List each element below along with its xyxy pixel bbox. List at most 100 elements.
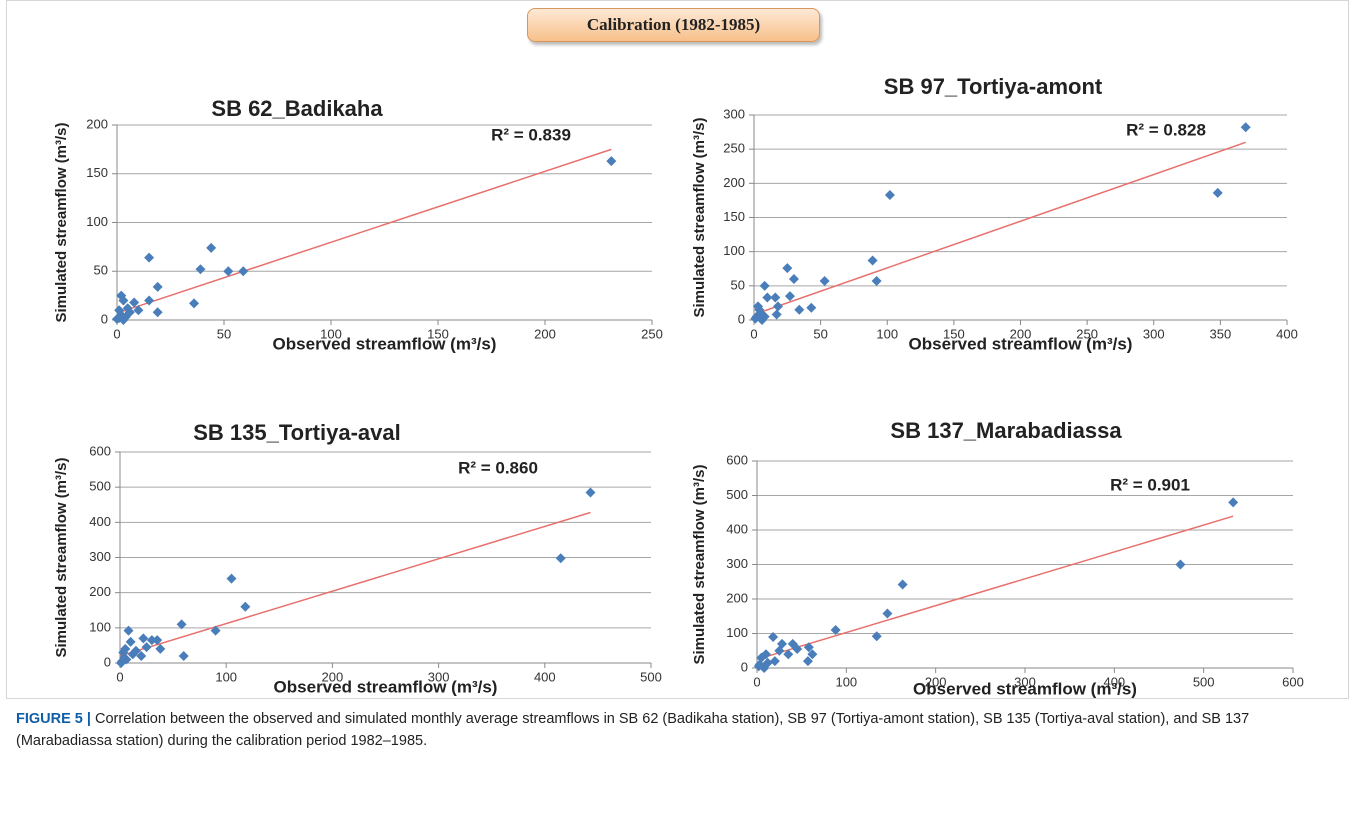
- x-tick-label: 50: [813, 326, 827, 341]
- data-point: [897, 579, 908, 590]
- y-tick-label: 300: [726, 556, 748, 571]
- y-tick-label: 200: [726, 590, 748, 605]
- data-point: [770, 292, 781, 303]
- chart-title: SB 135_Tortiya-aval: [193, 420, 400, 445]
- y-tick-label: 100: [723, 243, 745, 258]
- data-point: [152, 281, 163, 292]
- x-tick-label: 100: [876, 326, 898, 341]
- data-point: [195, 264, 206, 275]
- y-tick-label: 150: [723, 209, 745, 224]
- trend-line: [756, 515, 1234, 661]
- x-tick-label: 300: [1143, 326, 1165, 341]
- data-point: [240, 601, 251, 612]
- data-point: [123, 625, 134, 636]
- figure-frame: [6, 0, 1349, 699]
- x-tick-label: 400: [1103, 674, 1125, 689]
- data-point: [759, 280, 770, 291]
- x-tick-label: 200: [534, 326, 556, 341]
- data-point: [136, 650, 147, 661]
- x-tick-label: 400: [1276, 326, 1298, 341]
- data-point: [802, 656, 813, 667]
- data-point: [771, 309, 782, 320]
- data-point: [1212, 187, 1223, 198]
- data-point: [130, 645, 141, 656]
- x-tick-label: 400: [534, 669, 556, 684]
- data-point: [783, 649, 794, 660]
- data-point: [125, 636, 136, 647]
- data-point: [754, 304, 765, 315]
- x-tick-label: 600: [1282, 674, 1304, 689]
- trend-line: [753, 141, 1246, 316]
- x-tick-label: 100: [320, 326, 342, 341]
- x-tick-label: 200: [322, 669, 344, 684]
- chart-title: SB 62_Badikaha: [211, 96, 383, 121]
- y-tick-label: 200: [723, 175, 745, 190]
- x-tick-label: 200: [1010, 326, 1032, 341]
- data-point: [759, 663, 770, 673]
- data-point: [118, 647, 129, 658]
- y-tick-label: 600: [89, 443, 111, 458]
- data-point: [112, 314, 122, 325]
- x-tick-label: 200: [925, 674, 947, 689]
- data-point: [1175, 559, 1186, 570]
- trend-line: [116, 148, 612, 314]
- data-point: [882, 608, 893, 619]
- data-point: [189, 298, 200, 309]
- data-point: [806, 302, 817, 313]
- data-point: [871, 631, 882, 642]
- data-point: [206, 242, 217, 253]
- r2-annotation: R² = 0.860: [458, 458, 538, 477]
- data-point: [133, 305, 144, 316]
- x-tick-label: 0: [113, 326, 120, 341]
- caption-label: FIGURE 5 |: [16, 711, 91, 727]
- data-point: [118, 315, 129, 325]
- x-axis-label: Observed streamflow (m³/s): [273, 334, 497, 353]
- data-point: [884, 189, 895, 200]
- figure: SB 62_Badikaha 0 50 100 150 200 0 50 100 150 200 25…: [53, 74, 1304, 699]
- x-tick-label: 150: [427, 326, 449, 341]
- data-point: [782, 263, 793, 274]
- data-point: [152, 307, 163, 318]
- y-tick-label: 0: [104, 654, 111, 669]
- x-tick-label: 300: [428, 669, 450, 684]
- y-tick-label: 0: [738, 311, 745, 326]
- data-point: [238, 266, 249, 277]
- data-point: [155, 643, 166, 654]
- data-point: [606, 156, 617, 167]
- y-tick-label: 300: [89, 549, 111, 564]
- data-point: [144, 252, 155, 263]
- x-tick-label: 250: [1076, 326, 1098, 341]
- y-axis-label: Simulated streamflow (m³/s): [691, 464, 708, 664]
- data-point: [867, 255, 878, 266]
- data-point: [122, 303, 133, 314]
- y-tick-label: 100: [86, 214, 108, 229]
- y-tick-label: 250: [723, 141, 745, 156]
- data-point: [807, 649, 818, 660]
- data-point: [750, 313, 761, 324]
- caption: FIGURE 5 | Correlation between the obser…: [16, 708, 1326, 752]
- data-point: [129, 297, 140, 308]
- y-tick-label: 50: [731, 277, 745, 292]
- y-tick-label: 500: [726, 487, 748, 502]
- data-point: [223, 266, 234, 277]
- data-point: [138, 633, 149, 644]
- x-tick-label: 0: [116, 669, 123, 684]
- data-point: [178, 650, 189, 661]
- data-point: [819, 276, 830, 287]
- x-tick-label: 100: [215, 669, 237, 684]
- data-point: [555, 553, 566, 564]
- y-tick-label: 500: [89, 479, 111, 494]
- r2-annotation: R² = 0.901: [1110, 475, 1190, 494]
- trend-line: [119, 511, 591, 657]
- x-axis-label: Observed streamflow (m³/s): [274, 677, 498, 696]
- x-tick-label: 50: [217, 326, 231, 341]
- data-point: [794, 304, 805, 315]
- x-tick-label: 300: [1014, 674, 1036, 689]
- data-point: [585, 487, 596, 498]
- data-point: [1228, 497, 1239, 508]
- data-point: [792, 644, 803, 655]
- y-tick-label: 150: [86, 165, 108, 180]
- r2-annotation: R² = 0.828: [1126, 120, 1206, 139]
- x-tick-label: 350: [1210, 326, 1232, 341]
